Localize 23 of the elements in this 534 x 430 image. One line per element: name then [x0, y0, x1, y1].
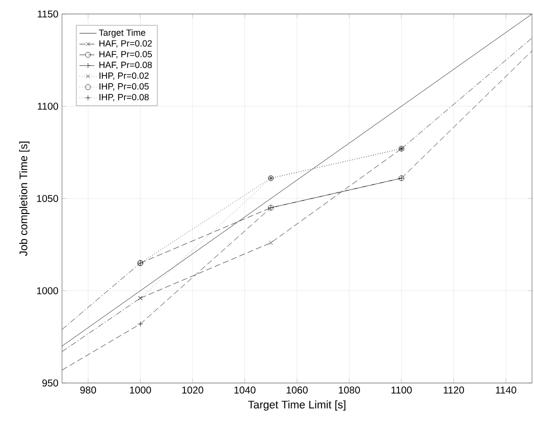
- legend-label: Target Time: [98, 29, 146, 38]
- legend-label: HAF, Pr=0.08: [99, 62, 152, 70]
- y-axis-title: Job completion Time [s]: [19, 142, 30, 256]
- y-tick-label: 1150: [38, 10, 58, 18]
- x-tick-label: 1100: [392, 386, 412, 394]
- y-tick-label: 1100: [38, 102, 58, 110]
- legend-label: IHP, Pr=0.05: [100, 83, 149, 91]
- x-tick-label: 1040: [234, 386, 256, 394]
- legend-label: IHP, Pr=0.08: [100, 94, 149, 102]
- x-tick-label: 1020: [182, 386, 204, 394]
- x-tick-label: 1060: [286, 386, 308, 394]
- legend-label: IHP, Pr=0.02: [100, 72, 149, 80]
- x-tick-label: 1080: [338, 386, 360, 394]
- x-axis-title: Target Time Limit [s]: [248, 400, 346, 411]
- legend-label: HAF, Pr=0.02: [99, 40, 152, 48]
- x-tick-label: 980: [80, 386, 96, 394]
- x-tick-label: 1120: [444, 386, 464, 394]
- y-tick-label: 950: [42, 379, 58, 387]
- legend-label: HAF, Pr=0.05: [99, 50, 152, 58]
- x-tick-label: 1000: [130, 386, 152, 394]
- x-tick-label: 1140: [496, 386, 516, 394]
- y-tick-label: 1050: [37, 194, 58, 202]
- y-tick-label: 1000: [37, 287, 58, 294]
